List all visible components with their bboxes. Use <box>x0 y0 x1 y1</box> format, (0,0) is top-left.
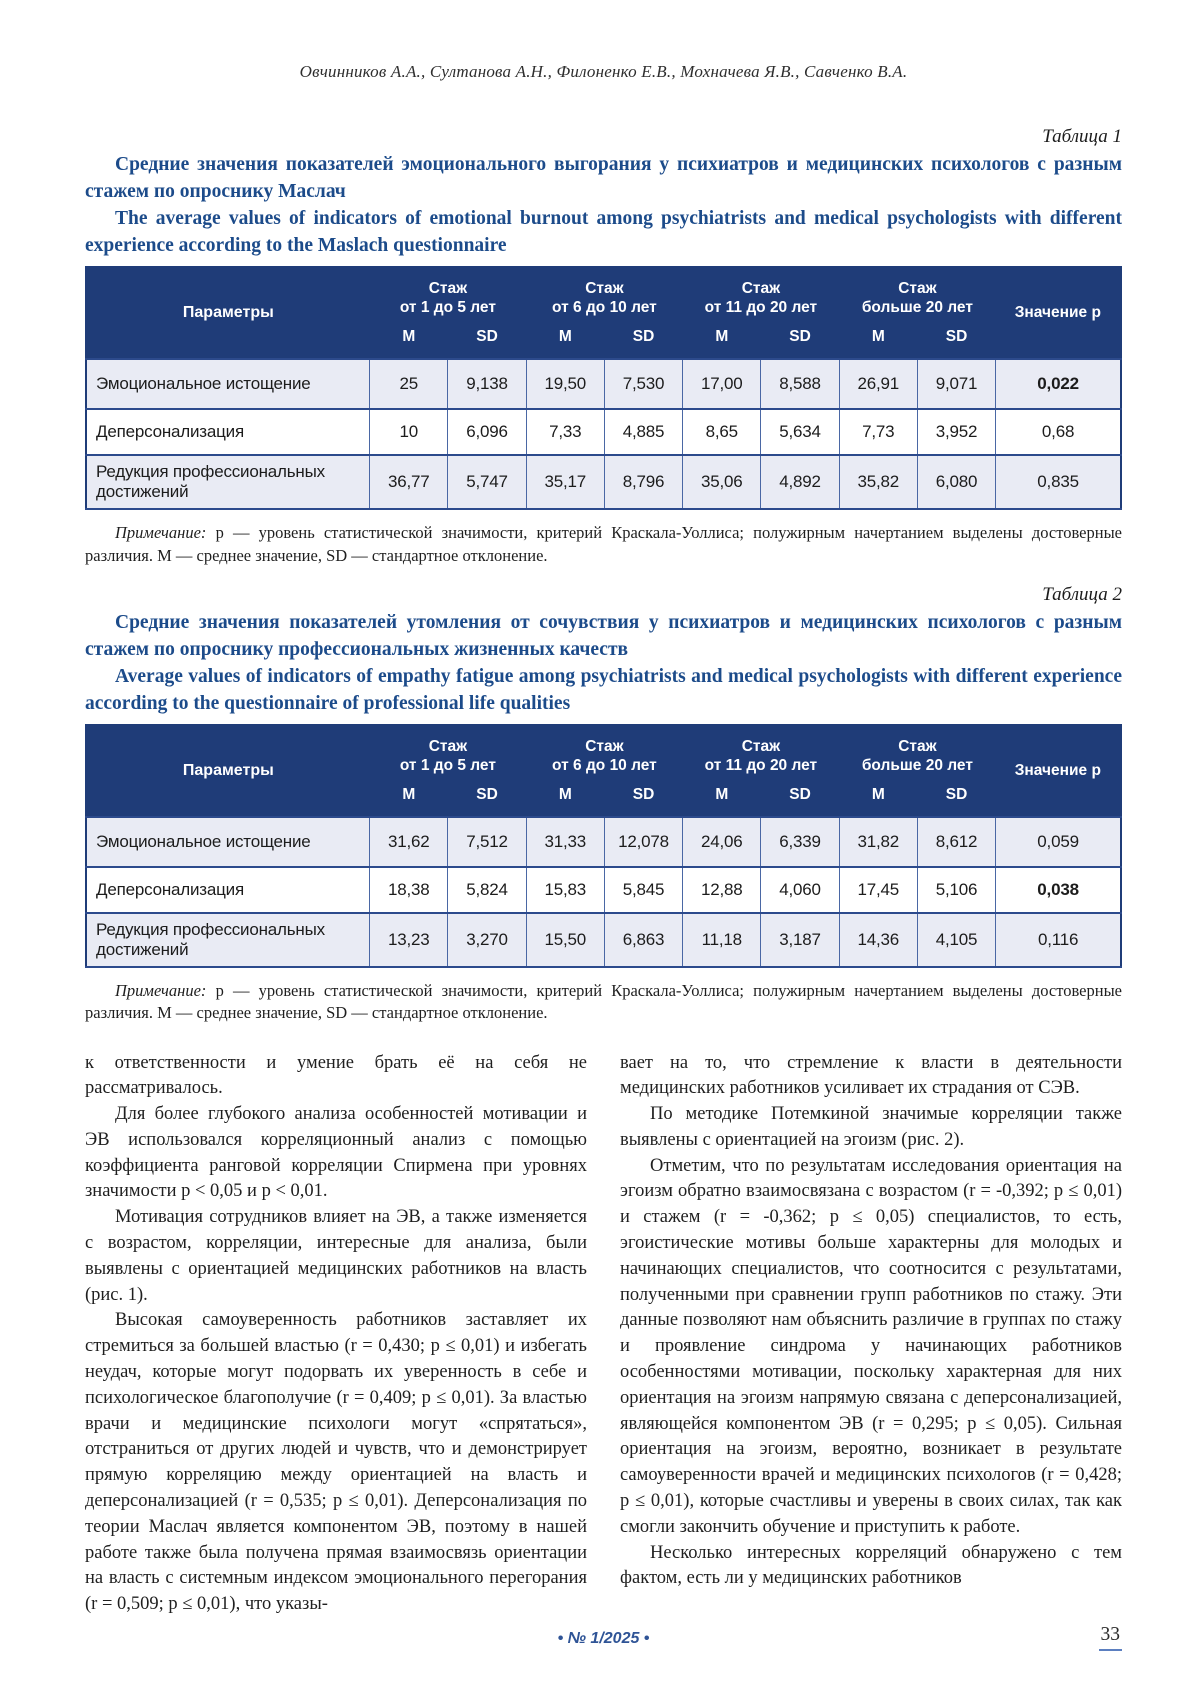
table1-note: Примечание: p — уровень статистической з… <box>85 522 1122 567</box>
note-label: Примечание: <box>115 980 207 1000</box>
table2-header-params: Параметры <box>86 724 370 817</box>
body-text: к ответственности и умение брать её на с… <box>85 1051 1122 1619</box>
table1-subheader-row: M SD M SD M SD M SD <box>86 328 1121 359</box>
body-column-right: вает на то, что стремление к власти в де… <box>620 1051 1122 1619</box>
authors-line: Овчинников А.А., Султанова А.Н., Филонен… <box>299 62 908 81</box>
paragraph: Несколько интересных корреляций обнаруже… <box>620 1542 1122 1589</box>
table2-subheader-row: M SD M SD M SD M SD <box>86 785 1121 817</box>
table2: Параметры Стаж от 1 до 5 лет Стаж от 6 до … <box>85 723 1122 968</box>
table2-header-group-3: Стаж от 11 до 20 лет <box>682 724 840 786</box>
table2-label: Таблица 2 <box>1042 583 1122 605</box>
table1-header-p: Значение p <box>995 267 1121 359</box>
table2-title-ru: Средние значения показателей утомления о… <box>85 611 1122 660</box>
paragraph: Отметим, что по результатам исследования… <box>620 1155 1122 1537</box>
table1-header-params: Параметры <box>86 267 370 359</box>
table2-note: Примечание: p — уровень статистической з… <box>85 980 1122 1025</box>
table1-title-ru: Средние значения показателей эмоциональн… <box>85 154 1122 202</box>
table-row: Эмоциональное истощение 25 9,138 19,50 7… <box>86 358 1121 410</box>
paragraph: По методике Потемкиной значимые корреляц… <box>620 1104 1122 1150</box>
table1-label: Таблица 1 <box>1042 126 1122 147</box>
paragraph: вает на то, что стремление к власти в де… <box>620 1052 1122 1099</box>
paragraph: к ответственности и умение брать её на с… <box>85 1052 587 1099</box>
table1: Параметры Стаж от 1 до 5 лет Стаж от 6 до … <box>85 266 1122 510</box>
table2-header-group-4: Стаж больше 20 лет <box>839 724 996 786</box>
table2-header-group-1: Стаж от 1 до 5 лет <box>369 724 527 786</box>
table1-header-group-4: Стаж больше 20 лет <box>839 267 996 328</box>
table-row: Деперсонализация 10 6,096 7,33 4,885 8,6… <box>86 408 1121 456</box>
page-number: 33 <box>1098 1624 1122 1651</box>
note-label: Примечание: <box>115 523 207 542</box>
table1-title-en: The average values of indicators of emot… <box>85 208 1122 256</box>
paragraph: Высокая самоуверенность работников заста… <box>85 1310 587 1615</box>
table-row: Редукция профессиональных достижений 36,… <box>86 454 1121 510</box>
table-row: Редукция профессиональных достижений 13,… <box>86 911 1121 968</box>
table1-header-group-1: Стаж от 1 до 5 лет <box>369 267 527 328</box>
table1-header-group-2: Стаж от 6 до 10 лет <box>526 267 683 328</box>
table2-header-group-2: Стаж от 6 до 10 лет <box>526 724 683 786</box>
table-row: Эмоциональное истощение 31,62 7,512 31,3… <box>86 815 1121 868</box>
note-text: p — уровень статистической значимости, к… <box>85 523 1122 565</box>
table2-title-en: Average values of indicators of empathy … <box>85 665 1122 714</box>
table1-header-group-3: Стаж от 11 до 20 лет <box>682 267 840 328</box>
page-footer: • № 1/2025 • 33 <box>85 1624 1122 1670</box>
footer-issue: • № 1/2025 • <box>557 1630 650 1647</box>
paragraph: Мотивация сотрудников влияет на ЭВ, а та… <box>85 1207 587 1305</box>
table2-header-p: Значение p <box>995 724 1121 817</box>
note-text: p — уровень статистической значимости, к… <box>85 980 1122 1023</box>
journal-page: Овчинников А.А., Султанова А.Н., Филонен… <box>85 62 1122 1651</box>
paragraph: Для более глубокого анализа особенностей… <box>85 1104 587 1202</box>
body-column-left: к ответственности и умение брать её на с… <box>85 1051 587 1619</box>
table-row: Деперсонализация 18,38 5,824 15,83 5,845… <box>86 865 1121 914</box>
